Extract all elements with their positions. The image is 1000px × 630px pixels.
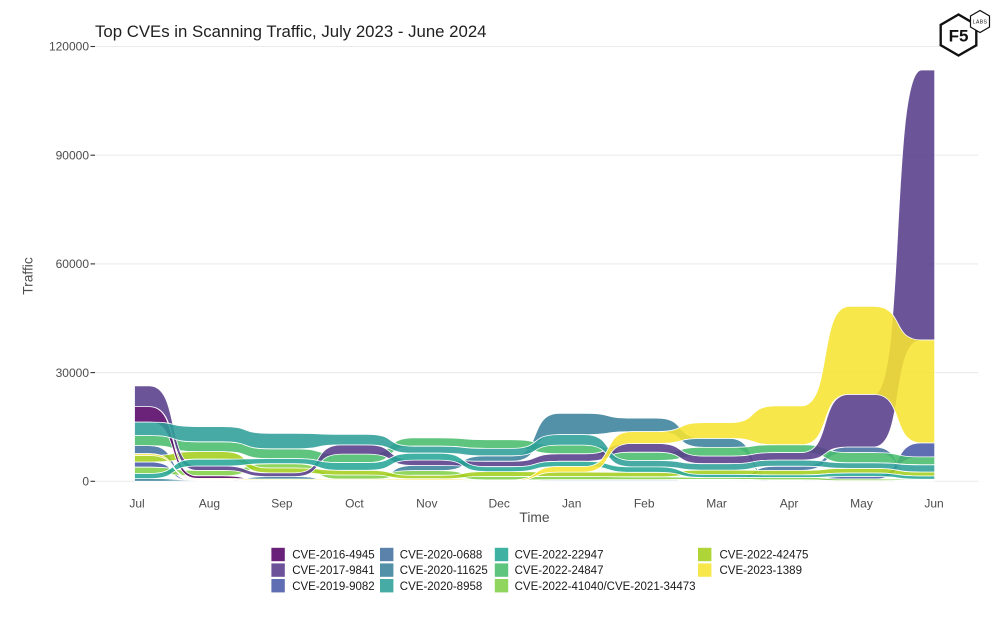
svg-text:CVE-2022-42475: CVE-2022-42475 bbox=[720, 550, 809, 562]
svg-text:Jul: Jul bbox=[129, 497, 144, 511]
svg-text:60000: 60000 bbox=[56, 257, 90, 271]
svg-text:CVE-2016-4945: CVE-2016-4945 bbox=[292, 550, 374, 562]
svg-text:Apr: Apr bbox=[780, 497, 799, 511]
svg-text:0: 0 bbox=[82, 475, 89, 489]
svg-text:Mar: Mar bbox=[706, 497, 727, 511]
svg-text:120000: 120000 bbox=[49, 40, 89, 54]
svg-text:Nov: Nov bbox=[416, 497, 437, 511]
svg-text:Feb: Feb bbox=[634, 497, 655, 511]
svg-text:Jan: Jan bbox=[562, 497, 581, 511]
svg-text:Traffic: Traffic bbox=[21, 257, 36, 295]
svg-text:CVE-2017-9841: CVE-2017-9841 bbox=[292, 565, 374, 577]
svg-text:Top CVEs in Scanning Traffic,: Top CVEs in Scanning Traffic, July 2023 … bbox=[95, 22, 486, 41]
svg-text:Jun: Jun bbox=[924, 497, 943, 511]
svg-text:Oct: Oct bbox=[345, 497, 364, 511]
svg-text:90000: 90000 bbox=[56, 148, 90, 162]
svg-text:May: May bbox=[850, 497, 873, 511]
svg-text:CVE-2022-24847: CVE-2022-24847 bbox=[515, 565, 604, 577]
svg-text:LABS: LABS bbox=[973, 20, 988, 26]
svg-text:F5: F5 bbox=[949, 27, 969, 46]
svg-text:30000: 30000 bbox=[56, 366, 90, 380]
svg-text:CVE-2022-22947: CVE-2022-22947 bbox=[515, 550, 604, 562]
svg-text:CVE-2022-41040/CVE-2021-34473: CVE-2022-41040/CVE-2021-34473 bbox=[515, 581, 696, 593]
svg-text:Sep: Sep bbox=[271, 497, 293, 511]
svg-text:Aug: Aug bbox=[199, 497, 220, 511]
svg-text:CVE-2020-11625: CVE-2020-11625 bbox=[400, 565, 488, 577]
svg-text:Time: Time bbox=[519, 510, 549, 525]
svg-text:CVE-2020-0688: CVE-2020-0688 bbox=[400, 550, 482, 562]
svg-text:Dec: Dec bbox=[489, 497, 510, 511]
svg-text:CVE-2020-8958: CVE-2020-8958 bbox=[400, 581, 482, 593]
svg-text:CVE-2023-1389: CVE-2023-1389 bbox=[720, 565, 802, 577]
svg-text:CVE-2019-9082: CVE-2019-9082 bbox=[292, 581, 374, 593]
